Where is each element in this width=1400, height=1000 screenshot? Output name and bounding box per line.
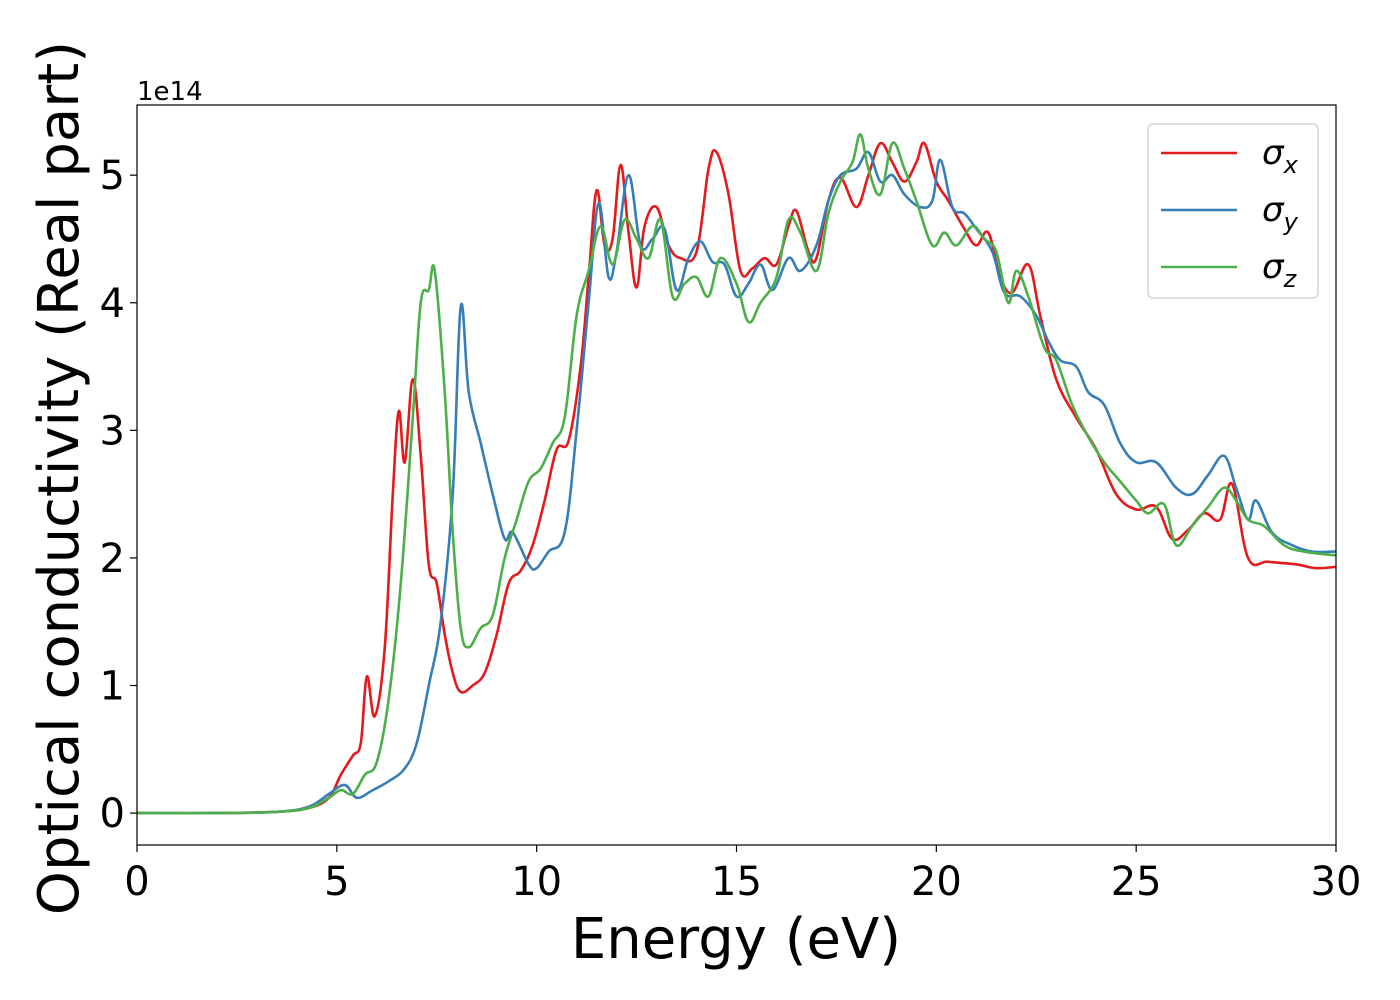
y-tick-label: 0 — [100, 791, 125, 837]
x-axis-title: Energy (eV) — [571, 907, 901, 972]
x-tick-label: 20 — [911, 859, 962, 905]
legend-label-sigma-z: σz — [1262, 247, 1298, 293]
series-line-sigma-y — [136, 150, 1337, 815]
x-tick-label: 0 — [124, 859, 149, 905]
x-tick-label: 5 — [324, 859, 349, 905]
ticks-layer: 0 5 10 15 20 25 30 0 1 2 3 4 5 — [100, 153, 1362, 905]
x-tick-label: 15 — [711, 859, 762, 905]
plot-background — [137, 105, 1336, 845]
x-tick-label: 30 — [1311, 859, 1362, 905]
y-tick-label: 5 — [100, 153, 125, 199]
series-line-sigma-x — [136, 141, 1337, 815]
y-tick-label: 4 — [100, 281, 125, 327]
x-tick-label: 10 — [511, 859, 562, 905]
legend-label-sigma-y: σy — [1262, 190, 1299, 236]
series-layer — [136, 133, 1337, 815]
x-tick-label: 25 — [1111, 859, 1162, 905]
legend-label-sigma-x: σx — [1262, 133, 1299, 179]
y-offset-label: 1e14 — [137, 77, 203, 107]
series-line-sigma-z — [136, 133, 1337, 815]
legend: σx σy σz — [1147, 123, 1319, 299]
y-tick-label: 2 — [100, 536, 125, 582]
y-tick-label: 3 — [100, 408, 125, 454]
y-axis-title: Optical conductivity (Real part) — [27, 41, 92, 915]
y-tick-label: 1 — [100, 664, 125, 710]
